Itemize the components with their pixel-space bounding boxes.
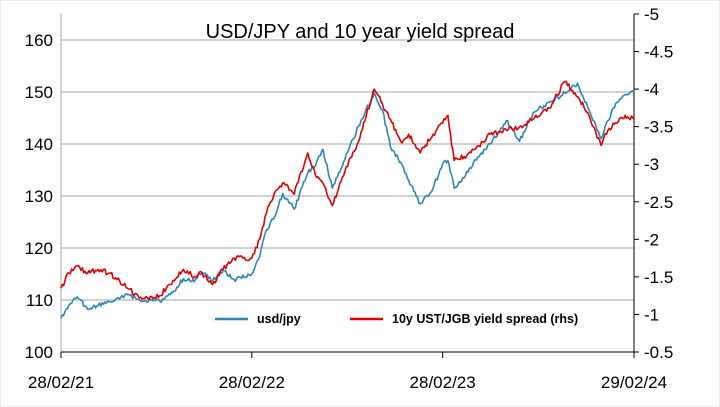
y-right-tick-label: -4 bbox=[644, 80, 659, 99]
chart-title: USD/JPY and 10 year yield spread bbox=[206, 21, 515, 43]
legend-label-yield-spread: 10y UST/JGB yield spread (rhs) bbox=[392, 312, 578, 326]
x-tick-label: 29/02/24 bbox=[601, 373, 667, 392]
y-left-tick-label: 160 bbox=[25, 31, 53, 50]
y-right-tick-label: -1 bbox=[644, 305, 659, 324]
y-left-tick-label: 140 bbox=[25, 135, 53, 154]
y-left-tick-label: 130 bbox=[25, 187, 53, 206]
y-right-tick-label: -4.5 bbox=[644, 43, 673, 62]
x-tick-label: 28/02/23 bbox=[410, 373, 476, 392]
series-line-usdjpy bbox=[60, 82, 635, 319]
y-left-tick-label: 120 bbox=[25, 239, 53, 258]
y-left-tick-label: 100 bbox=[25, 343, 53, 362]
y-right-tick-label: -0.5 bbox=[644, 343, 673, 362]
y-left-tick-label: 150 bbox=[25, 83, 53, 102]
y-left-tick-label: 110 bbox=[26, 291, 53, 310]
y-right-tick-label: -3 bbox=[644, 155, 659, 174]
y-right-tick-label: -1.5 bbox=[644, 268, 673, 287]
legend-label-usdjpy: usd/jpy bbox=[257, 312, 301, 326]
x-tick-label: 28/02/21 bbox=[28, 373, 94, 392]
y-right-tick-label: -2 bbox=[644, 230, 659, 249]
legend: usd/jpy 10y UST/JGB yield spread (rhs) bbox=[215, 312, 578, 326]
x-tick-label: 28/02/22 bbox=[219, 373, 285, 392]
y-right-tick-label: -2.5 bbox=[644, 193, 673, 212]
y-right-tick-label: -3.5 bbox=[644, 118, 673, 137]
y-right-tick-label: -5 bbox=[644, 5, 659, 24]
series-line-yield-spread bbox=[60, 80, 635, 301]
